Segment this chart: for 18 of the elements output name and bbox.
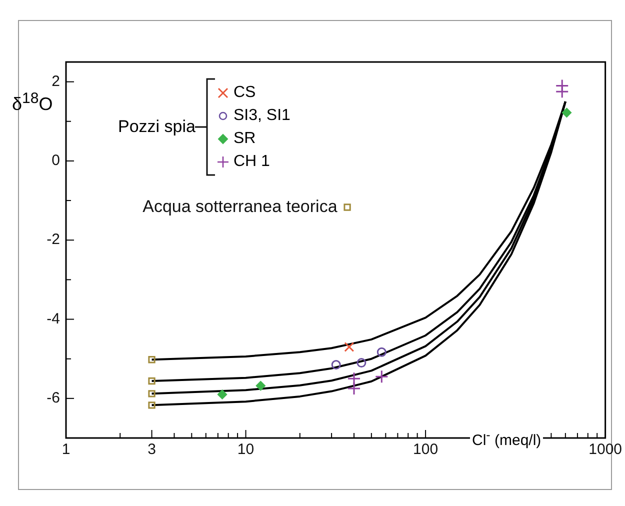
legend-title: Pozzi spia: [118, 117, 196, 137]
x-tick-label: 10: [237, 441, 254, 458]
series-label: Acqua sotterranea teorica: [142, 196, 338, 216]
y-tick-label: 0: [52, 152, 60, 170]
legend-label: CS: [233, 84, 256, 102]
legend-label: CH 1: [233, 152, 270, 170]
legend-label: SR: [233, 130, 256, 148]
x-tick-label: 1000: [588, 441, 622, 458]
x-tick-label: 3: [148, 441, 156, 458]
y-axis-title: δ$^{18}$O: [12, 89, 53, 115]
x-tick-label: 1: [62, 441, 70, 458]
y-tick-label: 2: [52, 72, 60, 90]
x-axis-title: Cl$^{-}$ (meq/l): [470, 428, 544, 449]
y-tick-label: -4: [46, 310, 60, 328]
legend-label: SI3, SI1: [233, 106, 290, 124]
x-tick-label: 100: [413, 441, 438, 458]
y-tick-label: -6: [46, 390, 60, 407]
y-tick-label: -2: [46, 231, 60, 248]
